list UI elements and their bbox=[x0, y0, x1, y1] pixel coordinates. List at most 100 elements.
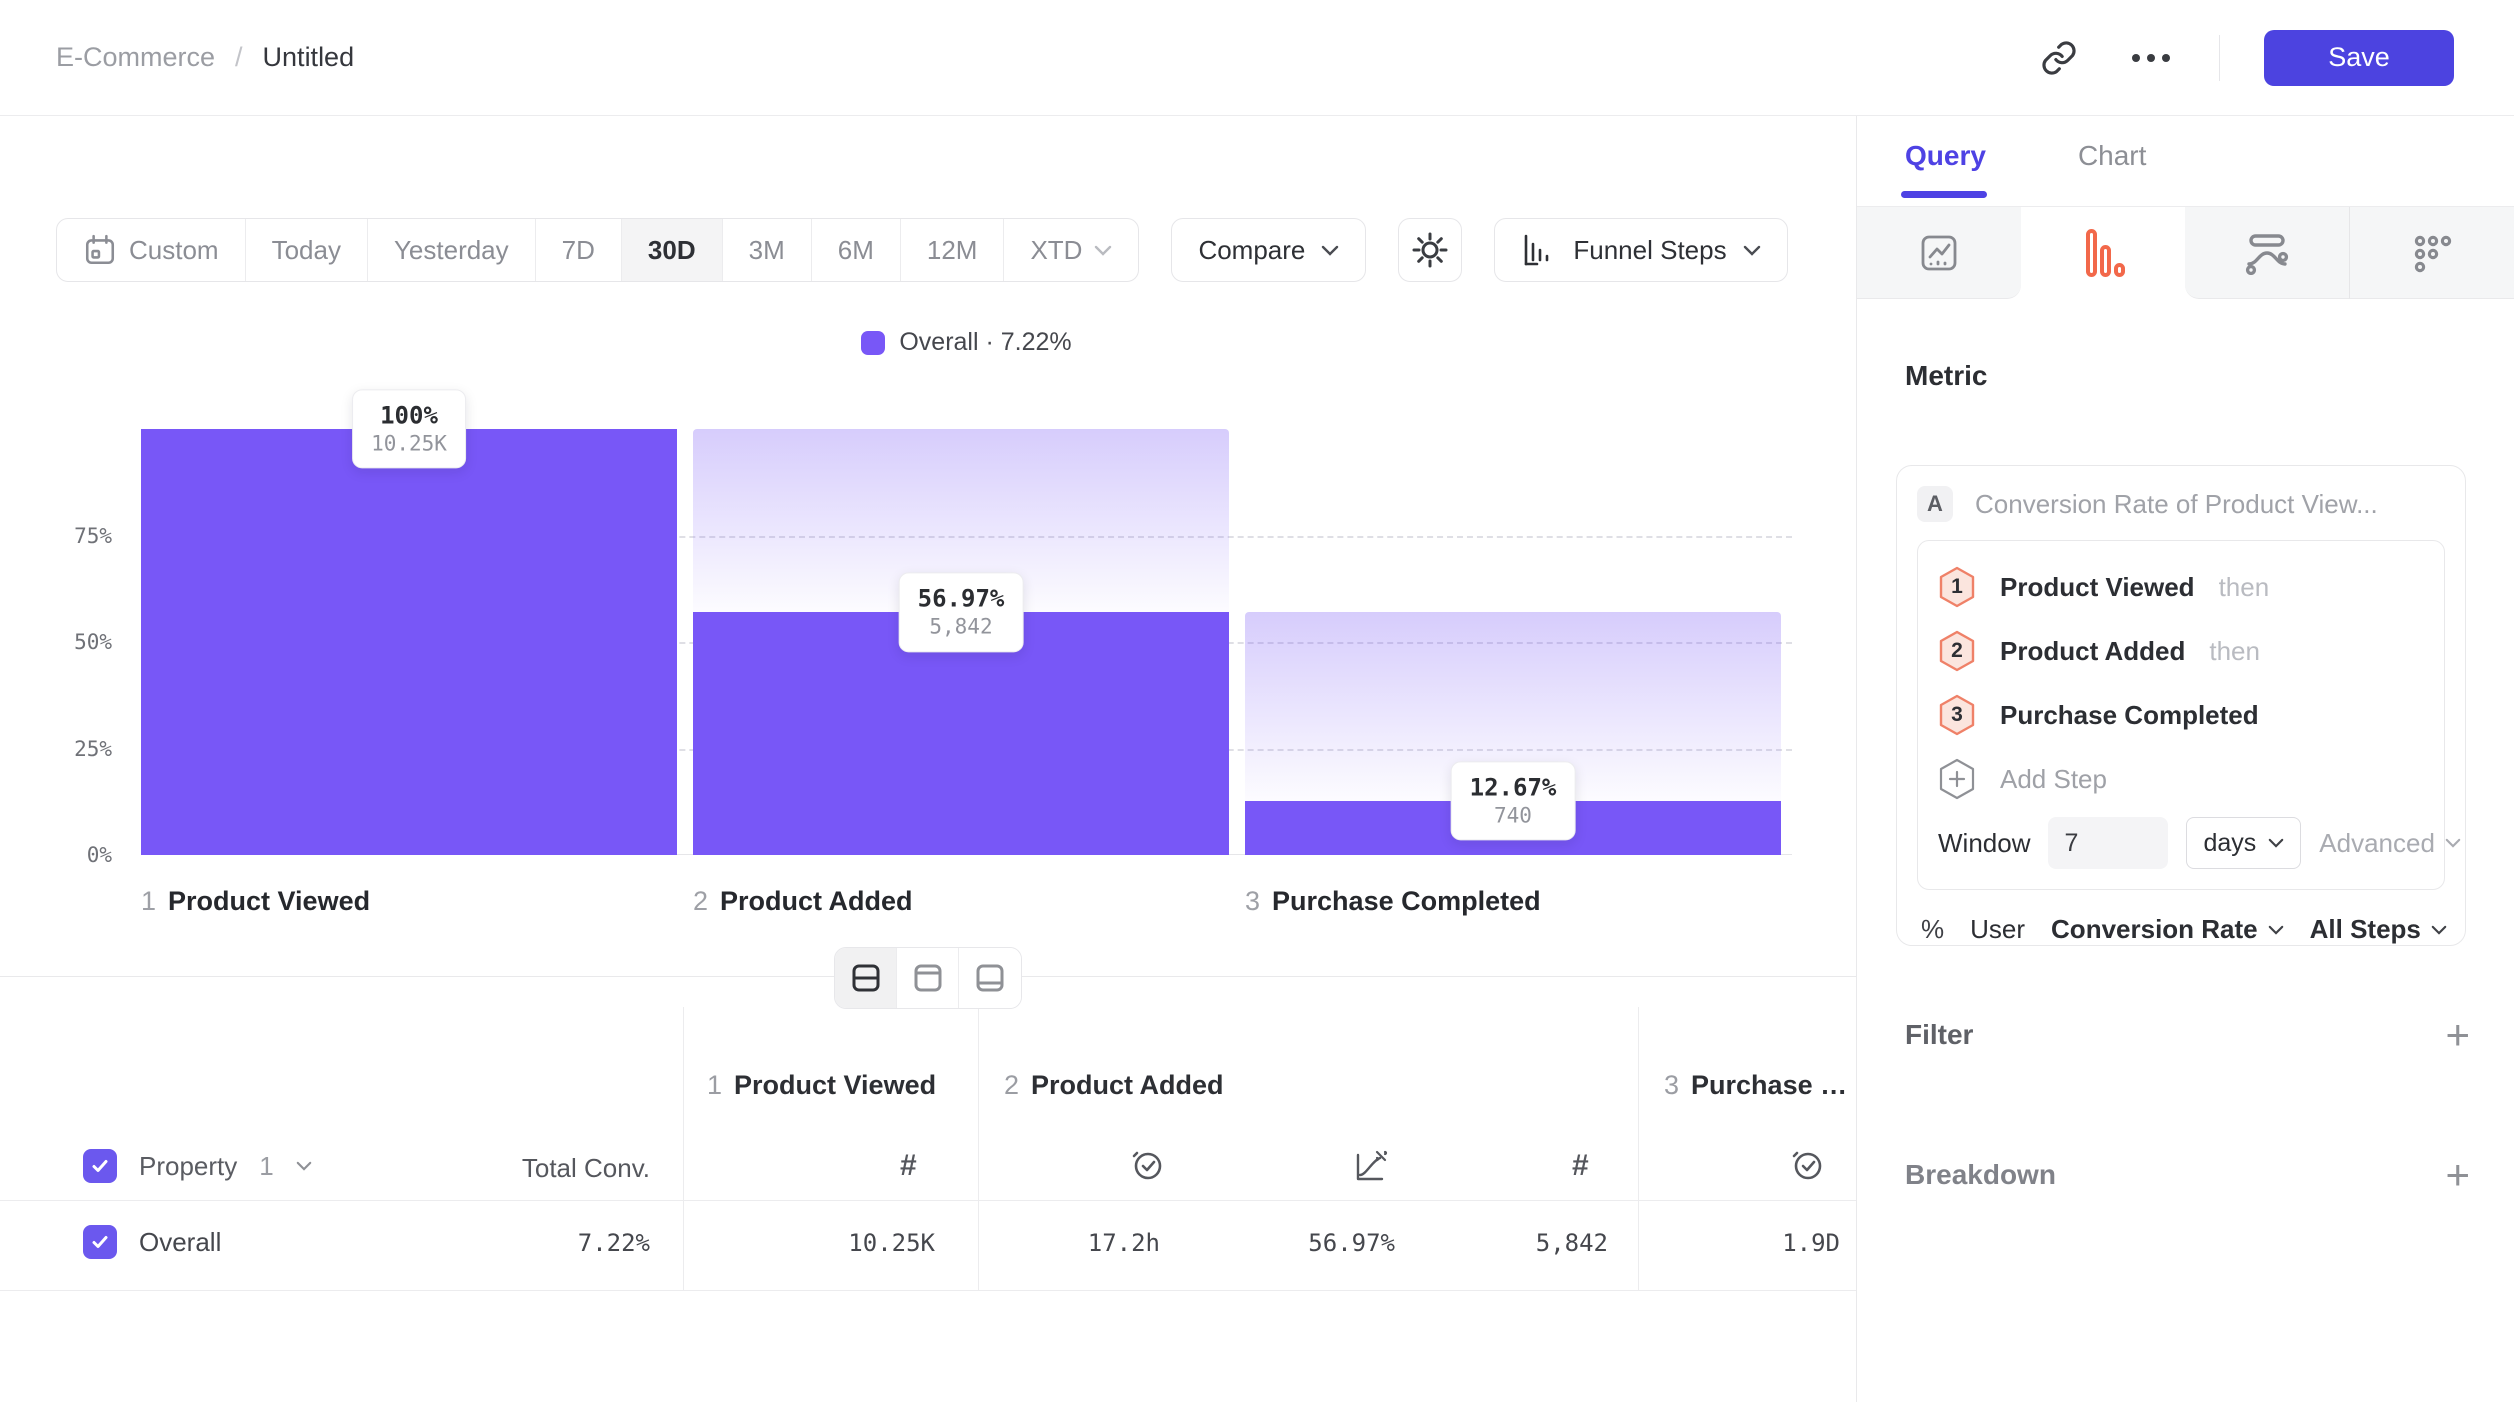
grid-dots-icon bbox=[2410, 231, 2454, 275]
breadcrumb-separator: / bbox=[235, 42, 243, 72]
funnel-bar-product-viewed[interactable]: 100% 10.25K bbox=[141, 389, 677, 855]
chart-type-tabs bbox=[1857, 207, 2514, 299]
chart-legend[interactable]: Overall · 7.22% bbox=[141, 328, 1792, 357]
measure-metric-select[interactable]: Conversion Rate bbox=[2051, 914, 2284, 945]
header-divider bbox=[2219, 34, 2220, 81]
count-metric-icon[interactable]: # bbox=[900, 1149, 917, 1182]
add-breakdown-button[interactable]: + bbox=[2445, 1151, 2470, 1198]
chart-type-flows-tab[interactable] bbox=[2185, 207, 2349, 299]
breadcrumb: E-Commerce / Untitled bbox=[56, 42, 354, 73]
advanced-toggle[interactable]: Advanced bbox=[2319, 828, 2461, 859]
row-step2-time: 17.2h bbox=[1087, 1229, 1160, 1257]
measure-entity[interactable]: User bbox=[1970, 914, 2026, 944]
query-panel: Query Chart bbox=[1857, 116, 2514, 1402]
row-step2-rate: 56.97% bbox=[1308, 1229, 1395, 1257]
split-view-icon bbox=[850, 962, 882, 994]
top-bar: E-Commerce / Untitled Save bbox=[0, 0, 2514, 116]
window-unit-select[interactable]: days bbox=[2186, 817, 2302, 869]
table-row[interactable]: Overall bbox=[83, 1225, 221, 1259]
date-range-3m[interactable]: 3M bbox=[723, 219, 812, 281]
column-divider bbox=[683, 1007, 684, 1290]
breadcrumb-current[interactable]: Untitled bbox=[262, 42, 355, 72]
chart-settings-button[interactable] bbox=[1398, 218, 1463, 282]
funnel-steps-card: 1 Product Viewed then 2 Product Added th… bbox=[1917, 540, 2461, 890]
link-icon bbox=[2040, 39, 2078, 77]
funnel-step-1[interactable]: 1 Product Viewed then bbox=[1938, 555, 2424, 619]
bottom-panel-view-icon bbox=[974, 962, 1006, 994]
tab-query[interactable]: Query bbox=[1901, 140, 1987, 198]
funnel-step-2[interactable]: 2 Product Added then bbox=[1938, 619, 2424, 683]
property-label[interactable]: Property bbox=[139, 1150, 238, 1181]
funnel-bar-purchase-completed[interactable]: 12.67% 740 bbox=[1245, 429, 1781, 855]
panel-tabs: Query Chart bbox=[1901, 140, 2147, 198]
row-total-conv: 7.22% bbox=[577, 1229, 650, 1257]
conversion-rate-icon[interactable] bbox=[1352, 1147, 1390, 1185]
time-to-convert-icon[interactable] bbox=[1790, 1147, 1826, 1183]
column-divider bbox=[1638, 1007, 1639, 1290]
date-range-7d[interactable]: 7D bbox=[536, 219, 622, 281]
funnel-steps-icon bbox=[1521, 232, 1557, 268]
count-metric-icon[interactable]: # bbox=[1572, 1149, 1589, 1182]
y-tick-75: 75% bbox=[74, 523, 112, 548]
funnel-step-3[interactable]: 3 Purchase Completed bbox=[1938, 683, 2424, 747]
bar-value-tooltip: 56.97% 5,842 bbox=[898, 572, 1024, 652]
chart-type-button[interactable]: Funnel Steps bbox=[1494, 218, 1788, 282]
flow-icon bbox=[2243, 231, 2291, 275]
series-label: Conversion Rate of Product View... bbox=[1975, 488, 2378, 519]
top-panel-view-icon bbox=[912, 962, 944, 994]
date-range-custom[interactable]: Custom bbox=[57, 219, 246, 281]
chevron-down-icon bbox=[1321, 245, 1339, 256]
add-filter-button[interactable]: + bbox=[2445, 1011, 2470, 1058]
funnel-chart: 75% 50% 25% 0% 100% 10.25K 56.97% bbox=[74, 389, 1792, 867]
breadcrumb-parent[interactable]: E-Commerce bbox=[56, 42, 216, 72]
chevron-down-icon bbox=[1743, 245, 1761, 256]
chart-type-funnel-tab[interactable] bbox=[2021, 207, 2185, 299]
table-header-border bbox=[0, 1200, 1856, 1201]
date-range-12m[interactable]: 12M bbox=[901, 219, 1005, 281]
chart-toolbar: Custom Today Yesterday 7D 30D 3M 6M 12M … bbox=[56, 218, 1788, 282]
total-conv-header[interactable]: Total Conv. bbox=[521, 1153, 650, 1183]
chart-type-insights-tab[interactable] bbox=[1857, 207, 2021, 299]
window-value-input[interactable] bbox=[2048, 817, 2169, 869]
chevron-down-icon[interactable] bbox=[296, 1161, 312, 1171]
metric-heading: Metric bbox=[1905, 360, 1988, 391]
date-range-30d[interactable]: 30D bbox=[621, 219, 723, 281]
bar-segment[interactable] bbox=[141, 429, 677, 855]
tab-chart[interactable]: Chart bbox=[2077, 140, 2147, 171]
property-index: 1 bbox=[259, 1150, 274, 1181]
chart-section: Custom Today Yesterday 7D 30D 3M 6M 12M … bbox=[0, 116, 1856, 977]
date-range-yesterday[interactable]: Yesterday bbox=[368, 219, 536, 281]
add-step-button[interactable]: Add Step bbox=[1938, 747, 2424, 811]
bar-segment[interactable] bbox=[693, 612, 1229, 855]
chart-bottom-view-button[interactable] bbox=[959, 948, 1021, 1008]
chart-type-more-tab[interactable] bbox=[2349, 207, 2514, 299]
date-range-xtd[interactable]: XTD bbox=[1004, 219, 1138, 281]
share-link-button[interactable] bbox=[2035, 34, 2083, 82]
time-to-convert-icon[interactable] bbox=[1130, 1147, 1166, 1183]
legend-label: Overall · 7.22% bbox=[899, 328, 1072, 356]
legend-swatch bbox=[861, 330, 886, 355]
gridline-75 bbox=[141, 535, 1792, 538]
date-range-today[interactable]: Today bbox=[246, 219, 368, 281]
date-range-6m[interactable]: 6M bbox=[812, 219, 901, 281]
compare-button[interactable]: Compare bbox=[1171, 218, 1367, 282]
row-name: Overall bbox=[139, 1226, 222, 1257]
row-checkbox[interactable] bbox=[83, 1225, 117, 1259]
measure-scope-select[interactable]: All Steps bbox=[2310, 914, 2447, 945]
line-chart-icon bbox=[1917, 231, 1961, 275]
step-label-1: 1 Product Viewed bbox=[141, 886, 371, 916]
step-label-3: 3 Purchase Completed bbox=[1245, 886, 1541, 916]
funnel-bar-product-added[interactable]: 56.97% 5,842 bbox=[693, 429, 1229, 855]
split-view-button[interactable] bbox=[835, 948, 897, 1008]
select-all-checkbox[interactable] bbox=[83, 1149, 117, 1183]
save-button[interactable]: Save bbox=[2264, 29, 2454, 86]
metric-series-row[interactable]: A Conversion Rate of Product View... bbox=[1917, 486, 2465, 522]
table-col-title-1[interactable]: 1 Product Viewed bbox=[707, 1070, 937, 1100]
table-col-title-2[interactable]: 2 Product Added bbox=[1004, 1070, 1224, 1100]
step-label-2: 2 Product Added bbox=[693, 886, 913, 916]
more-options-button[interactable] bbox=[2127, 34, 2175, 82]
step-number-badge: 2 bbox=[1938, 630, 1976, 672]
table-top-view-button[interactable] bbox=[897, 948, 959, 1008]
funnel-bars-icon bbox=[2080, 227, 2126, 279]
